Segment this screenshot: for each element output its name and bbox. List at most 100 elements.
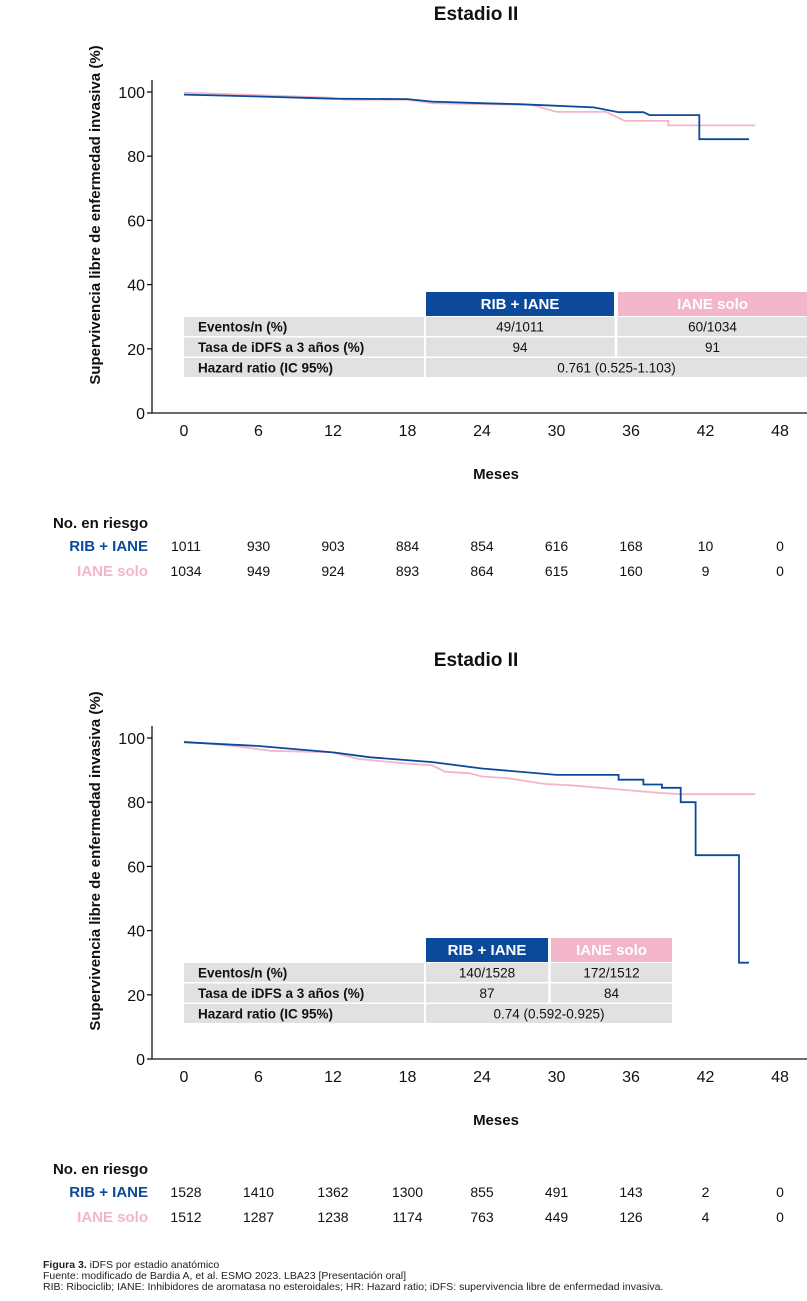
y-tick-label: 60	[127, 859, 145, 876]
table-cell-iane: 91	[705, 340, 720, 355]
risk-value: 0	[776, 1184, 784, 1200]
risk-value: 143	[619, 1184, 643, 1200]
risk-value: 1410	[243, 1184, 274, 1200]
x-tick-label: 42	[697, 1069, 715, 1086]
risk-value: 1287	[243, 1209, 274, 1225]
risk-value: 1174	[392, 1209, 422, 1225]
x-tick-label: 42	[697, 423, 715, 440]
table-cell-iane: 60/1034	[688, 320, 737, 335]
table-row-label: Eventos/n (%)	[198, 966, 287, 981]
risk-value: 168	[619, 538, 643, 554]
x-tick-label: 6	[254, 423, 263, 440]
table-header-rib: RIB + IANE	[481, 296, 560, 313]
table-row-bg	[184, 317, 807, 336]
risk-value: 1011	[171, 538, 201, 554]
risk-value: 491	[545, 1184, 569, 1200]
risk-value: 126	[619, 1209, 643, 1225]
x-tick-label: 48	[771, 423, 789, 440]
y-axis-label: Supervivencia libre de enfermedad invasi…	[87, 45, 104, 384]
y-tick-label: 80	[127, 795, 145, 812]
table-cell-rib: 87	[479, 986, 494, 1001]
table-cell-rib: 140/1528	[459, 966, 515, 981]
x-tick-label: 36	[622, 423, 640, 440]
caption-figure-label: Figura 3.	[43, 1259, 87, 1271]
caption-title: Figura 3. iDFS por estadio anatómico	[43, 1260, 803, 1271]
x-tick-label: 0	[180, 423, 189, 440]
table-header-bg-rib	[426, 292, 614, 316]
risk-value: 0	[776, 563, 784, 579]
y-tick-label: 100	[118, 731, 145, 748]
table-row-bg	[184, 337, 807, 357]
table-cell-rib: 94	[512, 340, 528, 355]
risk-value: 903	[321, 538, 345, 554]
x-tick-label: 6	[254, 1069, 263, 1086]
risk-row-name-rib: RIB + IANE	[69, 1184, 148, 1201]
table-cell-iane: 84	[604, 986, 620, 1001]
risk-value: 1300	[392, 1184, 423, 1200]
x-tick-label: 36	[622, 1069, 640, 1086]
risk-value: 893	[396, 563, 420, 579]
risk-row-name-iane: IANE solo	[77, 563, 148, 580]
table-row-label: Tasa de iDFS a 3 años (%)	[198, 986, 364, 1001]
table-header-iane: IANE solo	[576, 942, 647, 959]
table-hr-label: Hazard ratio (IC 95%)	[198, 361, 333, 376]
table-header-bg-rib	[426, 938, 548, 962]
table-row-bg	[184, 1004, 672, 1023]
table-cell-iane: 172/1512	[583, 966, 639, 981]
table-header-bg-iane	[618, 292, 807, 316]
table-hr-value: 0.74 (0.592-0.925)	[493, 1007, 604, 1022]
risk-value: 4	[702, 1209, 710, 1225]
risk-value: 930	[247, 538, 271, 554]
risk-value: 1238	[317, 1209, 348, 1225]
x-tick-label: 12	[324, 423, 342, 440]
y-tick-label: 60	[127, 213, 145, 230]
risk-value: 160	[619, 563, 643, 579]
x-tick-label: 48	[771, 1069, 789, 1086]
series-line-iane-solo	[183, 740, 756, 796]
y-tick-label: 40	[127, 924, 145, 941]
risk-value: 9	[702, 563, 710, 579]
table-header-rib: RIB + IANE	[448, 942, 527, 959]
risk-row-name-rib: RIB + IANE	[69, 538, 148, 555]
x-tick-label: 0	[180, 1069, 189, 1086]
risk-value: 1512	[170, 1209, 201, 1225]
series-line-rib-iane	[183, 741, 749, 964]
y-tick-label: 20	[127, 988, 145, 1005]
risk-title: No. en riesgo	[53, 1161, 148, 1178]
table-cell-rib: 49/1011	[496, 320, 544, 335]
risk-value: 616	[545, 538, 569, 554]
risk-value: 884	[396, 538, 420, 554]
y-axis-label: Supervivencia libre de enfermedad invasi…	[87, 691, 104, 1030]
x-tick-label: 24	[473, 1069, 491, 1086]
table-hr-label: Hazard ratio (IC 95%)	[198, 1007, 333, 1022]
risk-value: 449	[545, 1209, 569, 1225]
y-tick-label: 40	[127, 278, 145, 295]
y-tick-label: 0	[136, 406, 145, 423]
risk-value: 924	[321, 563, 345, 579]
caption-abbreviations: RIB: Ribociclib; IANE: Inhibidores de ar…	[43, 1281, 664, 1293]
table-header-bg-iane	[551, 938, 672, 962]
y-tick-label: 20	[127, 342, 145, 359]
y-tick-label: 100	[118, 85, 145, 102]
x-axis-label: Meses	[473, 1112, 519, 1129]
x-tick-label: 18	[399, 1069, 417, 1086]
table-row-label: Tasa de iDFS a 3 años (%)	[198, 340, 364, 355]
risk-value: 854	[470, 538, 494, 554]
risk-value: 0	[776, 538, 784, 554]
table-row-label: Eventos/n (%)	[198, 320, 287, 335]
risk-value: 855	[470, 1184, 494, 1200]
x-axis-label: Meses	[473, 466, 519, 483]
risk-value: 1528	[170, 1184, 201, 1200]
caption-figure-text: iDFS por estadio anatómico	[86, 1259, 220, 1271]
x-tick-label: 12	[324, 1069, 342, 1086]
risk-value: 864	[470, 563, 494, 579]
chart-title: Estadio II	[434, 650, 518, 671]
km-chart-panel-top: Estadio II Supervivencia libre de enferme…	[53, 4, 807, 580]
risk-value: 615	[545, 563, 569, 579]
risk-value: 0	[776, 1209, 784, 1225]
chart-title: Estadio II	[434, 4, 518, 25]
risk-value: 1362	[317, 1184, 348, 1200]
caption-source: Fuente: modificado de Bardia A, et al. E…	[43, 1270, 407, 1282]
table-row-bg	[184, 358, 807, 377]
km-chart-panel-bottom: Estadio II Supervivencia libre de enferme…	[53, 650, 807, 1226]
